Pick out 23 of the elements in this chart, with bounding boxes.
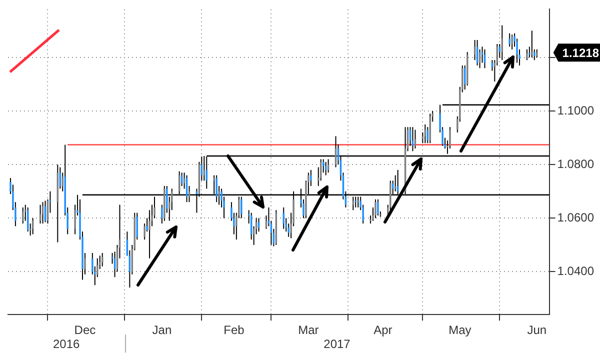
x-tick-label: May: [448, 323, 472, 338]
y-tick-label: 1.1000: [557, 103, 594, 118]
candlestick: [508, 32, 510, 48]
text: 2017: [324, 336, 351, 351]
candlestick: [377, 198, 379, 216]
y-tick-label: 1.0400: [557, 264, 594, 278]
candlestick: [282, 206, 284, 230]
text: 1.1218: [562, 46, 600, 60]
candlestick: [511, 34, 513, 50]
y-tick-label: 1.0800: [557, 156, 594, 171]
x-tick-label: Dec: [74, 323, 96, 338]
y-tick-label: 1.0600: [557, 210, 594, 224]
x-tick-label: Jan: [152, 323, 172, 338]
x-tick-label: Apr: [374, 323, 392, 338]
text: 2016: [53, 336, 80, 351]
x-tick-label: Jun: [527, 323, 547, 338]
candlestick: [526, 48, 528, 61]
x-tick-label: Feb: [224, 323, 245, 338]
x-tick-label: Mar: [298, 323, 319, 338]
candlestick: [531, 30, 533, 58]
candlestick: [374, 198, 376, 219]
candlestick: [484, 48, 486, 69]
candlestick: [22, 206, 24, 224]
